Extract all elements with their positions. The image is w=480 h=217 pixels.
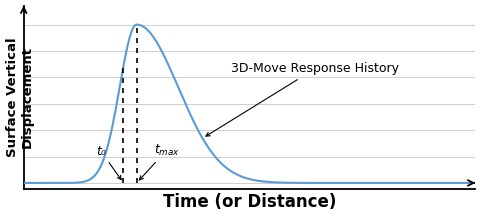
Text: t₀: t₀ xyxy=(96,145,121,180)
Text: $\mathit{t}_{max}$: $\mathit{t}_{max}$ xyxy=(139,143,180,180)
Text: 3D-Move Response History: 3D-Move Response History xyxy=(205,62,398,136)
X-axis label: Time (or Distance): Time (or Distance) xyxy=(163,193,336,211)
Y-axis label: Surface Vertical
Displacement: Surface Vertical Displacement xyxy=(6,38,34,157)
